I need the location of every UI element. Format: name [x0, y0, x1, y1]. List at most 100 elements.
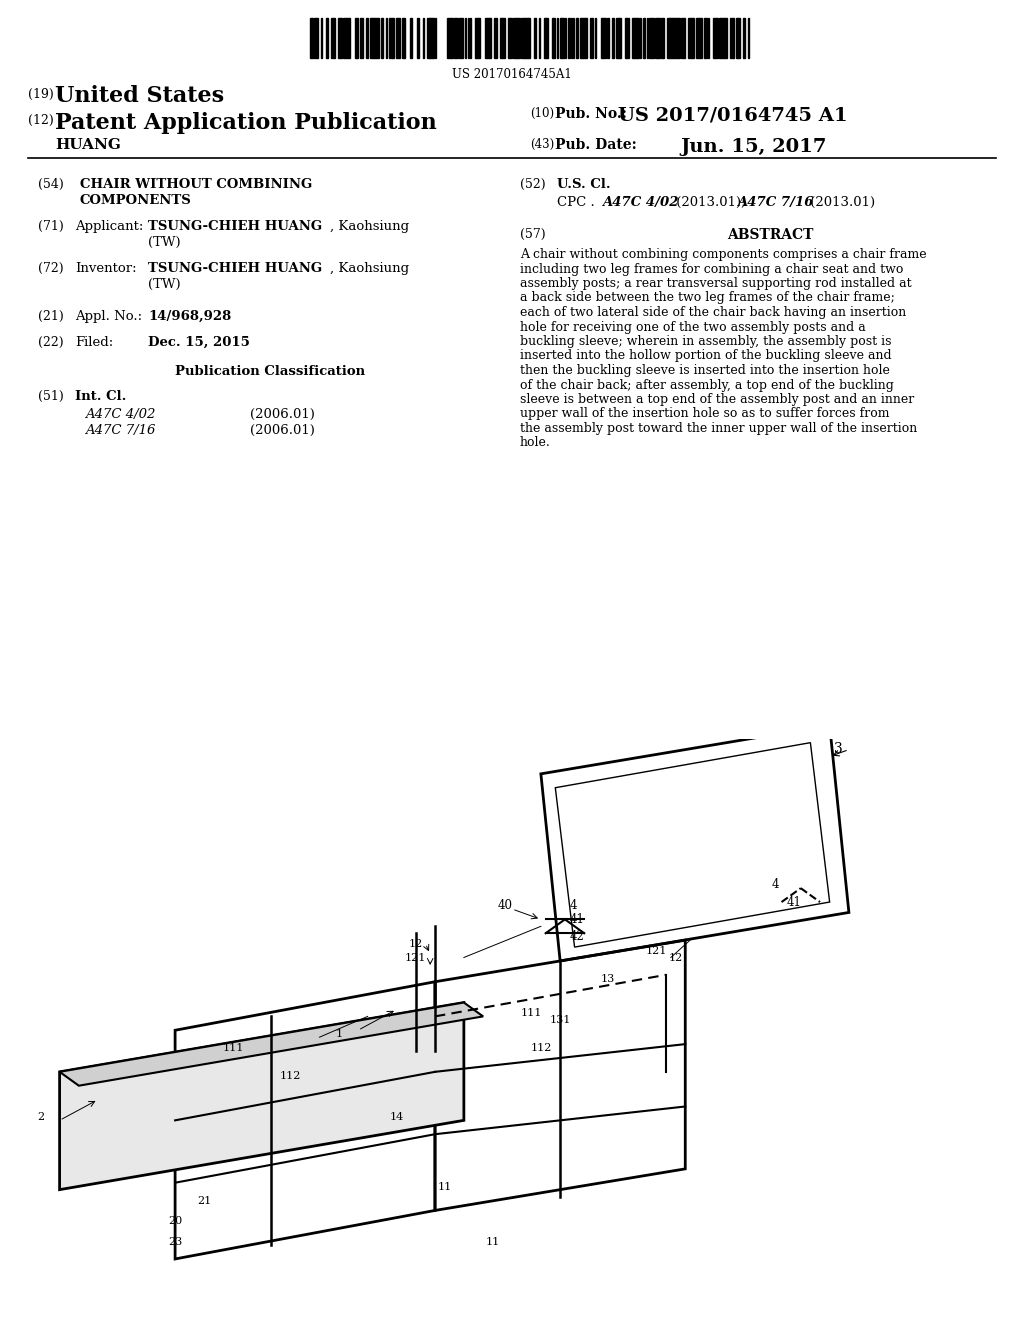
Text: (10): (10) [530, 107, 554, 120]
Text: 111: 111 [520, 1008, 542, 1019]
Bar [521, 18, 523, 58]
Text: (2006.01): (2006.01) [250, 408, 314, 421]
Bar [518, 18, 520, 58]
Text: A47C 7/16: A47C 7/16 [85, 424, 156, 437]
Text: (21): (21) [38, 310, 63, 323]
Text: 41: 41 [569, 913, 585, 925]
Text: 112: 112 [530, 1043, 552, 1053]
Text: (57): (57) [520, 228, 546, 242]
Text: (43): (43) [530, 139, 554, 150]
Bar [526, 18, 528, 58]
Text: TSUNG-CHIEH HUANG: TSUNG-CHIEH HUANG [148, 261, 323, 275]
Bar [582, 18, 585, 58]
Bar [343, 18, 346, 58]
Bar [720, 18, 722, 58]
Bar [311, 18, 313, 58]
Text: (2006.01): (2006.01) [250, 424, 314, 437]
Bar [688, 18, 691, 58]
Text: (54): (54) [38, 178, 63, 191]
Text: CPC .: CPC . [557, 195, 603, 209]
Text: 121: 121 [646, 946, 667, 956]
Text: , Kaohsiung: , Kaohsiung [330, 220, 410, 234]
Bar [447, 18, 450, 58]
Bar [516, 18, 518, 58]
Text: hole.: hole. [520, 437, 551, 450]
Text: 2: 2 [37, 1113, 44, 1122]
Bar [377, 18, 379, 58]
Text: buckling sleeve; wherein in assembly, the assembly post is: buckling sleeve; wherein in assembly, th… [520, 335, 892, 348]
Bar [681, 18, 684, 58]
Polygon shape [59, 1003, 483, 1085]
Text: the assembly post toward the inner upper wall of the insertion: the assembly post toward the inner upper… [520, 422, 918, 436]
Bar [459, 18, 461, 58]
Text: 23: 23 [168, 1237, 182, 1247]
Text: upper wall of the insertion hole so as to suffer forces from: upper wall of the insertion hole so as t… [520, 408, 890, 421]
Bar [553, 18, 555, 58]
Bar [673, 18, 676, 58]
Text: Int. Cl.: Int. Cl. [75, 389, 126, 403]
Text: (19): (19) [28, 88, 53, 102]
Text: 14: 14 [389, 1113, 403, 1122]
Text: each of two lateral side of the chair back having an insertion: each of two lateral side of the chair ba… [520, 306, 906, 319]
Bar [361, 18, 362, 58]
Text: (72): (72) [38, 261, 63, 275]
Text: (71): (71) [38, 220, 63, 234]
Text: COMPONENTS: COMPONENTS [80, 194, 191, 207]
Bar [730, 18, 733, 58]
Bar [487, 18, 489, 58]
Text: including two leg frames for combining a chair seat and two: including two leg frames for combining a… [520, 263, 903, 276]
Text: A chair without combining components comprises a chair frame: A chair without combining components com… [520, 248, 927, 261]
Bar [346, 18, 349, 58]
Bar [651, 18, 654, 58]
Text: (TW): (TW) [148, 279, 180, 290]
Text: A47C 4/02: A47C 4/02 [85, 408, 156, 421]
Bar [509, 18, 512, 58]
Text: 112: 112 [280, 1071, 301, 1081]
Bar [366, 18, 368, 58]
Text: 4: 4 [772, 878, 779, 891]
Bar [632, 18, 634, 58]
Text: 111: 111 [222, 1043, 244, 1053]
Bar [427, 18, 429, 58]
Bar [494, 18, 497, 58]
Bar [616, 18, 618, 58]
Text: Pub. No.:: Pub. No.: [555, 107, 627, 121]
Text: 3: 3 [835, 742, 843, 756]
Bar [655, 18, 657, 58]
Bar [546, 18, 548, 58]
Bar [398, 18, 400, 58]
Text: (TW): (TW) [148, 236, 180, 249]
Text: 14/968,928: 14/968,928 [148, 310, 231, 323]
Text: Jun. 15, 2017: Jun. 15, 2017 [680, 139, 826, 156]
Polygon shape [59, 1003, 464, 1189]
Bar [315, 18, 317, 58]
Bar [392, 18, 394, 58]
Bar [431, 18, 433, 58]
Text: U.S. Cl.: U.S. Cl. [557, 178, 610, 191]
Text: Appl. No.:: Appl. No.: [75, 310, 142, 323]
Text: (12): (12) [28, 114, 53, 127]
Bar [716, 18, 718, 58]
Bar [523, 18, 525, 58]
Text: United States: United States [55, 84, 224, 107]
Text: ABSTRACT: ABSTRACT [727, 228, 813, 242]
Text: 40: 40 [498, 899, 513, 912]
Text: 20: 20 [168, 1216, 182, 1226]
Bar [476, 18, 478, 58]
Bar [451, 18, 453, 58]
Bar [705, 18, 707, 58]
Bar [722, 18, 725, 58]
Bar [626, 18, 629, 58]
Text: 13: 13 [601, 974, 615, 983]
Bar [676, 18, 678, 58]
Bar [634, 18, 636, 58]
Text: a back side between the two leg frames of the chair frame;: a back side between the two leg frames o… [520, 292, 895, 305]
Bar [725, 18, 727, 58]
Bar [513, 18, 515, 58]
Text: , Kaohsiung: , Kaohsiung [330, 261, 410, 275]
Bar [502, 18, 505, 58]
Bar [604, 18, 606, 58]
Bar [461, 18, 463, 58]
Bar [607, 18, 609, 58]
Text: 1: 1 [335, 1030, 342, 1039]
